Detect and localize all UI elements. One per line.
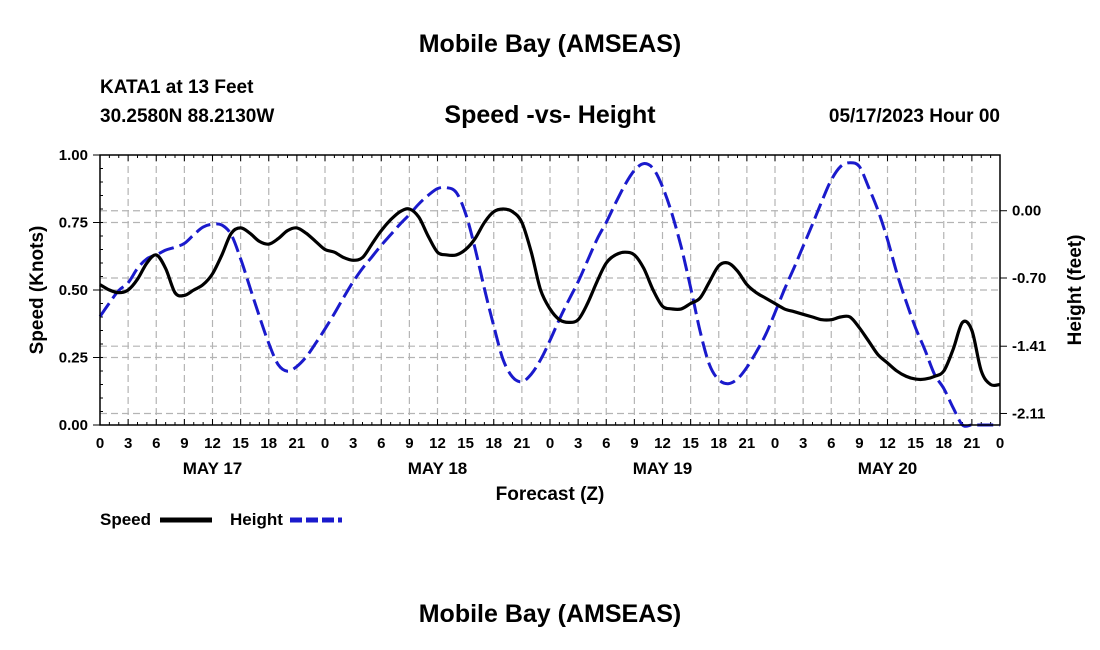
x-tick-label: 6 xyxy=(602,435,610,452)
y-tick-label: 0.25 xyxy=(59,350,88,367)
chart-subtitle: Speed -vs- Height xyxy=(444,101,656,129)
plot-frame xyxy=(99,154,1001,426)
footer-title: Mobile Bay (AMSEAS) xyxy=(418,600,682,628)
x-axis-title: Forecast (Z) xyxy=(496,484,605,505)
grid-lines xyxy=(100,155,1000,425)
x-day-label: MAY 18 xyxy=(408,459,468,478)
x-tick-label: 9 xyxy=(180,435,188,452)
x-tick-label: 15 xyxy=(907,435,924,452)
y-tick-label: 0.00 xyxy=(59,417,88,434)
x-tick-label: 12 xyxy=(429,435,446,452)
x-tick-label: 0 xyxy=(321,435,329,452)
x-tick-label: 18 xyxy=(260,435,277,452)
y2-tick-label: -0.70 xyxy=(1012,270,1046,287)
x-tick-label: 0 xyxy=(771,435,779,452)
tick-labels: 0 3 6 9 12 15 18 21 0 3 6 9 12 15 18 21 0 3 6 9 12 15 18 21 0 3 6 9… xyxy=(59,147,1046,478)
x-tick-label: 0 xyxy=(996,435,1004,452)
x-tick-label: 9 xyxy=(405,435,413,452)
x-tick-label: 9 xyxy=(855,435,863,452)
y2-tick-label: -1.41 xyxy=(1012,338,1046,355)
y-tick-label: 0.75 xyxy=(59,215,88,232)
chart-title: Mobile Bay (AMSEAS) xyxy=(418,30,682,58)
x-tick-label: 21 xyxy=(514,435,531,452)
x-tick-label: 12 xyxy=(654,435,671,452)
x-tick-label: 3 xyxy=(799,435,807,452)
y2-axis-title: Height (feet) xyxy=(1065,235,1086,346)
y-axis-title: Speed (Knots) xyxy=(27,226,48,355)
x-tick-label: 6 xyxy=(152,435,160,452)
x-tick-label: 3 xyxy=(574,435,582,452)
x-tick-label: 12 xyxy=(204,435,221,452)
y-tick-label: 1.00 xyxy=(59,147,88,164)
y-tick-label: 0.50 xyxy=(59,282,88,299)
chart-legend: Speed Height xyxy=(100,510,342,529)
x-tick-label: 18 xyxy=(710,435,727,452)
x-tick-label: 3 xyxy=(124,435,132,452)
x-tick-label: 21 xyxy=(289,435,306,452)
x-tick-label: 3 xyxy=(349,435,357,452)
x-day-label: MAY 20 xyxy=(858,459,918,478)
x-tick-label: 0 xyxy=(96,435,104,452)
x-tick-label: 15 xyxy=(232,435,249,452)
x-day-label: MAY 19 xyxy=(633,459,693,478)
x-day-label: MAY 17 xyxy=(183,459,243,478)
x-tick-label: 6 xyxy=(827,435,835,452)
x-tick-label: 18 xyxy=(485,435,502,452)
x-tick-label: 15 xyxy=(682,435,699,452)
y2-tick-label: -2.11 xyxy=(1012,405,1045,422)
height-series-line xyxy=(98,161,1000,428)
x-tick-label: 0 xyxy=(546,435,554,452)
x-tick-label: 9 xyxy=(630,435,638,452)
legend-label-speed: Speed xyxy=(100,510,151,529)
x-tick-label: 21 xyxy=(739,435,756,452)
x-tick-label: 15 xyxy=(457,435,474,452)
station-coordinates: 30.2580N 88.2130W xyxy=(100,106,275,127)
series-lines xyxy=(98,161,1001,428)
x-tick-label: 18 xyxy=(935,435,952,452)
forecast-datestamp: 05/17/2023 Hour 00 xyxy=(828,106,1000,127)
station-label: KATA1 at 13 Feet xyxy=(100,77,254,98)
speed-series-line xyxy=(99,207,1001,388)
y2-tick-label: 0.00 xyxy=(1012,203,1041,220)
legend-label-height: Height xyxy=(230,510,283,529)
x-tick-label: 21 xyxy=(964,435,981,452)
x-tick-label: 6 xyxy=(377,435,385,452)
x-tick-label: 12 xyxy=(879,435,896,452)
